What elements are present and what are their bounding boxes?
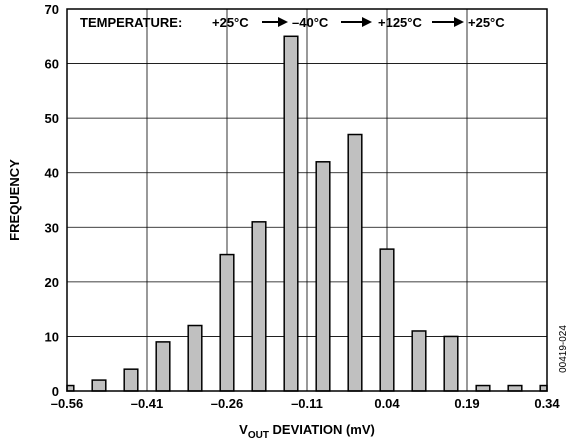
- bar: [411, 330, 427, 392]
- bar: [123, 368, 139, 392]
- annotation-temperature: +25°C: [468, 15, 505, 30]
- annotation-prefix: TEMPERATURE:: [80, 15, 182, 30]
- bars: [66, 35, 548, 392]
- bar: [66, 384, 75, 392]
- figure-id: 00419-024: [558, 325, 569, 373]
- annotation-arrow-head: [454, 17, 464, 27]
- temperature-annotation: TEMPERATURE: +25°C –40°C +125°C +25°C: [80, 15, 505, 30]
- x-tick-labels: –0.56 –0.41 –0.26 –0.11 0.04 0.19 0.34: [51, 396, 561, 411]
- x-tick-label: –0.11: [291, 396, 323, 411]
- y-tick-label: 60: [45, 57, 59, 72]
- x-tick-label: –0.56: [51, 396, 84, 411]
- y-tick-label: 0: [52, 384, 59, 399]
- bar: [379, 248, 395, 392]
- x-tick-label: 0.04: [374, 396, 400, 411]
- bar: [283, 35, 299, 392]
- bar: [91, 379, 107, 392]
- bar: [251, 221, 267, 392]
- x-tick-label: –0.41: [131, 396, 164, 411]
- bar: [155, 341, 171, 392]
- y-tick-label: 30: [45, 220, 59, 235]
- bar: [347, 133, 363, 392]
- bar: [187, 324, 203, 392]
- y-tick-label: 40: [45, 166, 59, 181]
- x-tick-label: –0.26: [211, 396, 244, 411]
- x-axis-label-rest: DEVIATION (mV): [269, 422, 375, 437]
- x-tick-label: 0.19: [454, 396, 479, 411]
- y-tick-label: 10: [45, 329, 59, 344]
- y-tick-labels: 0 10 20 30 40 50 60 70: [45, 2, 59, 399]
- annotation-arrow-head: [278, 17, 288, 27]
- bar: [443, 335, 459, 392]
- x-axis-label-main: V: [239, 422, 248, 437]
- annotation-temperature: +125°C: [378, 15, 422, 30]
- x-axis-label: VOUT DEVIATION (mV): [239, 422, 375, 441]
- x-axis-label-subscript: OUT: [248, 430, 269, 441]
- x-tick-label: 0.34: [534, 396, 560, 411]
- bar: [475, 384, 491, 392]
- y-tick-label: 20: [45, 275, 59, 290]
- annotation-arrow-head: [362, 17, 372, 27]
- grid-lines: [67, 9, 547, 391]
- y-axis-label: FREQUENCY: [7, 159, 22, 241]
- y-tick-label: 70: [45, 2, 59, 17]
- bar: [315, 161, 331, 392]
- bar: [219, 253, 235, 392]
- plot-frame: [66, 8, 548, 392]
- bar: [507, 384, 523, 392]
- annotation-temperature: +25°C: [212, 15, 249, 30]
- bar: [539, 384, 548, 392]
- y-tick-label: 50: [45, 111, 59, 126]
- annotation-temperature: –40°C: [292, 15, 329, 30]
